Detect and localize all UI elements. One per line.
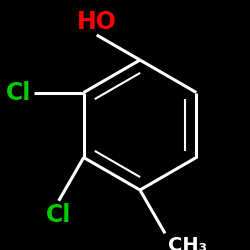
Text: Cl: Cl: [6, 80, 31, 104]
Text: Cl: Cl: [46, 203, 72, 227]
Text: CH₃: CH₃: [168, 236, 206, 250]
Text: HO: HO: [77, 10, 117, 34]
